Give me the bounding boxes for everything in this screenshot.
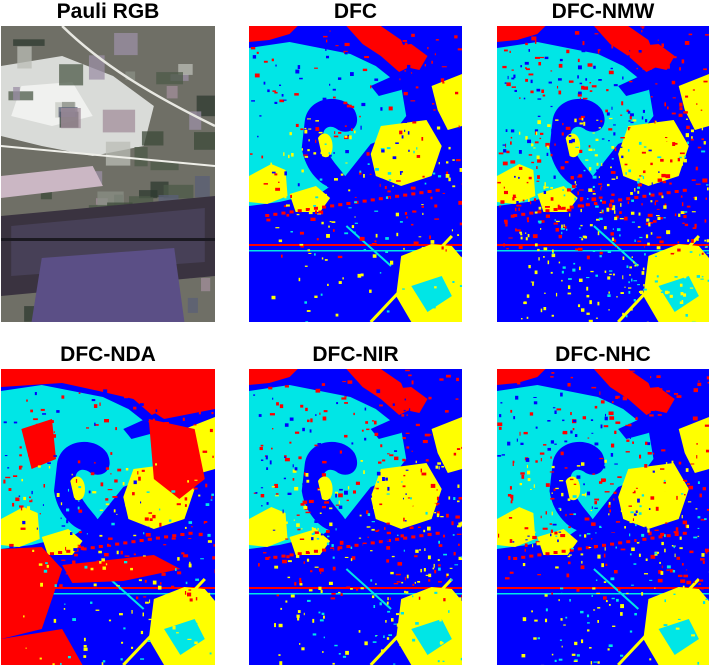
panel-dfc-nda: DFC-NDA — [1, 343, 215, 665]
panel-dfc-nhc: DFC-NHC — [497, 343, 709, 665]
panel-dfc-nmw: DFC-NMW — [497, 0, 709, 322]
panel-title: DFC-NHC — [555, 343, 651, 366]
panel-dfc-nir: DFC-NIR — [249, 343, 462, 665]
panel-pauli-rgb: Pauli RGB — [1, 0, 215, 322]
panel-title: DFC — [333, 0, 378, 23]
panel-title: DFC-NIR — [312, 343, 399, 366]
classification-map — [1, 369, 215, 665]
panel-title: Pauli RGB — [56, 0, 160, 23]
classification-map — [497, 369, 709, 665]
pauli-rgb-image — [1, 26, 215, 322]
panel-title: DFC-NMW — [551, 0, 655, 23]
classification-map — [249, 369, 462, 665]
classification-map — [249, 26, 462, 322]
classification-map — [497, 26, 709, 322]
panel-dfc: DFC — [249, 0, 462, 322]
panel-title: DFC-NDA — [60, 343, 156, 366]
